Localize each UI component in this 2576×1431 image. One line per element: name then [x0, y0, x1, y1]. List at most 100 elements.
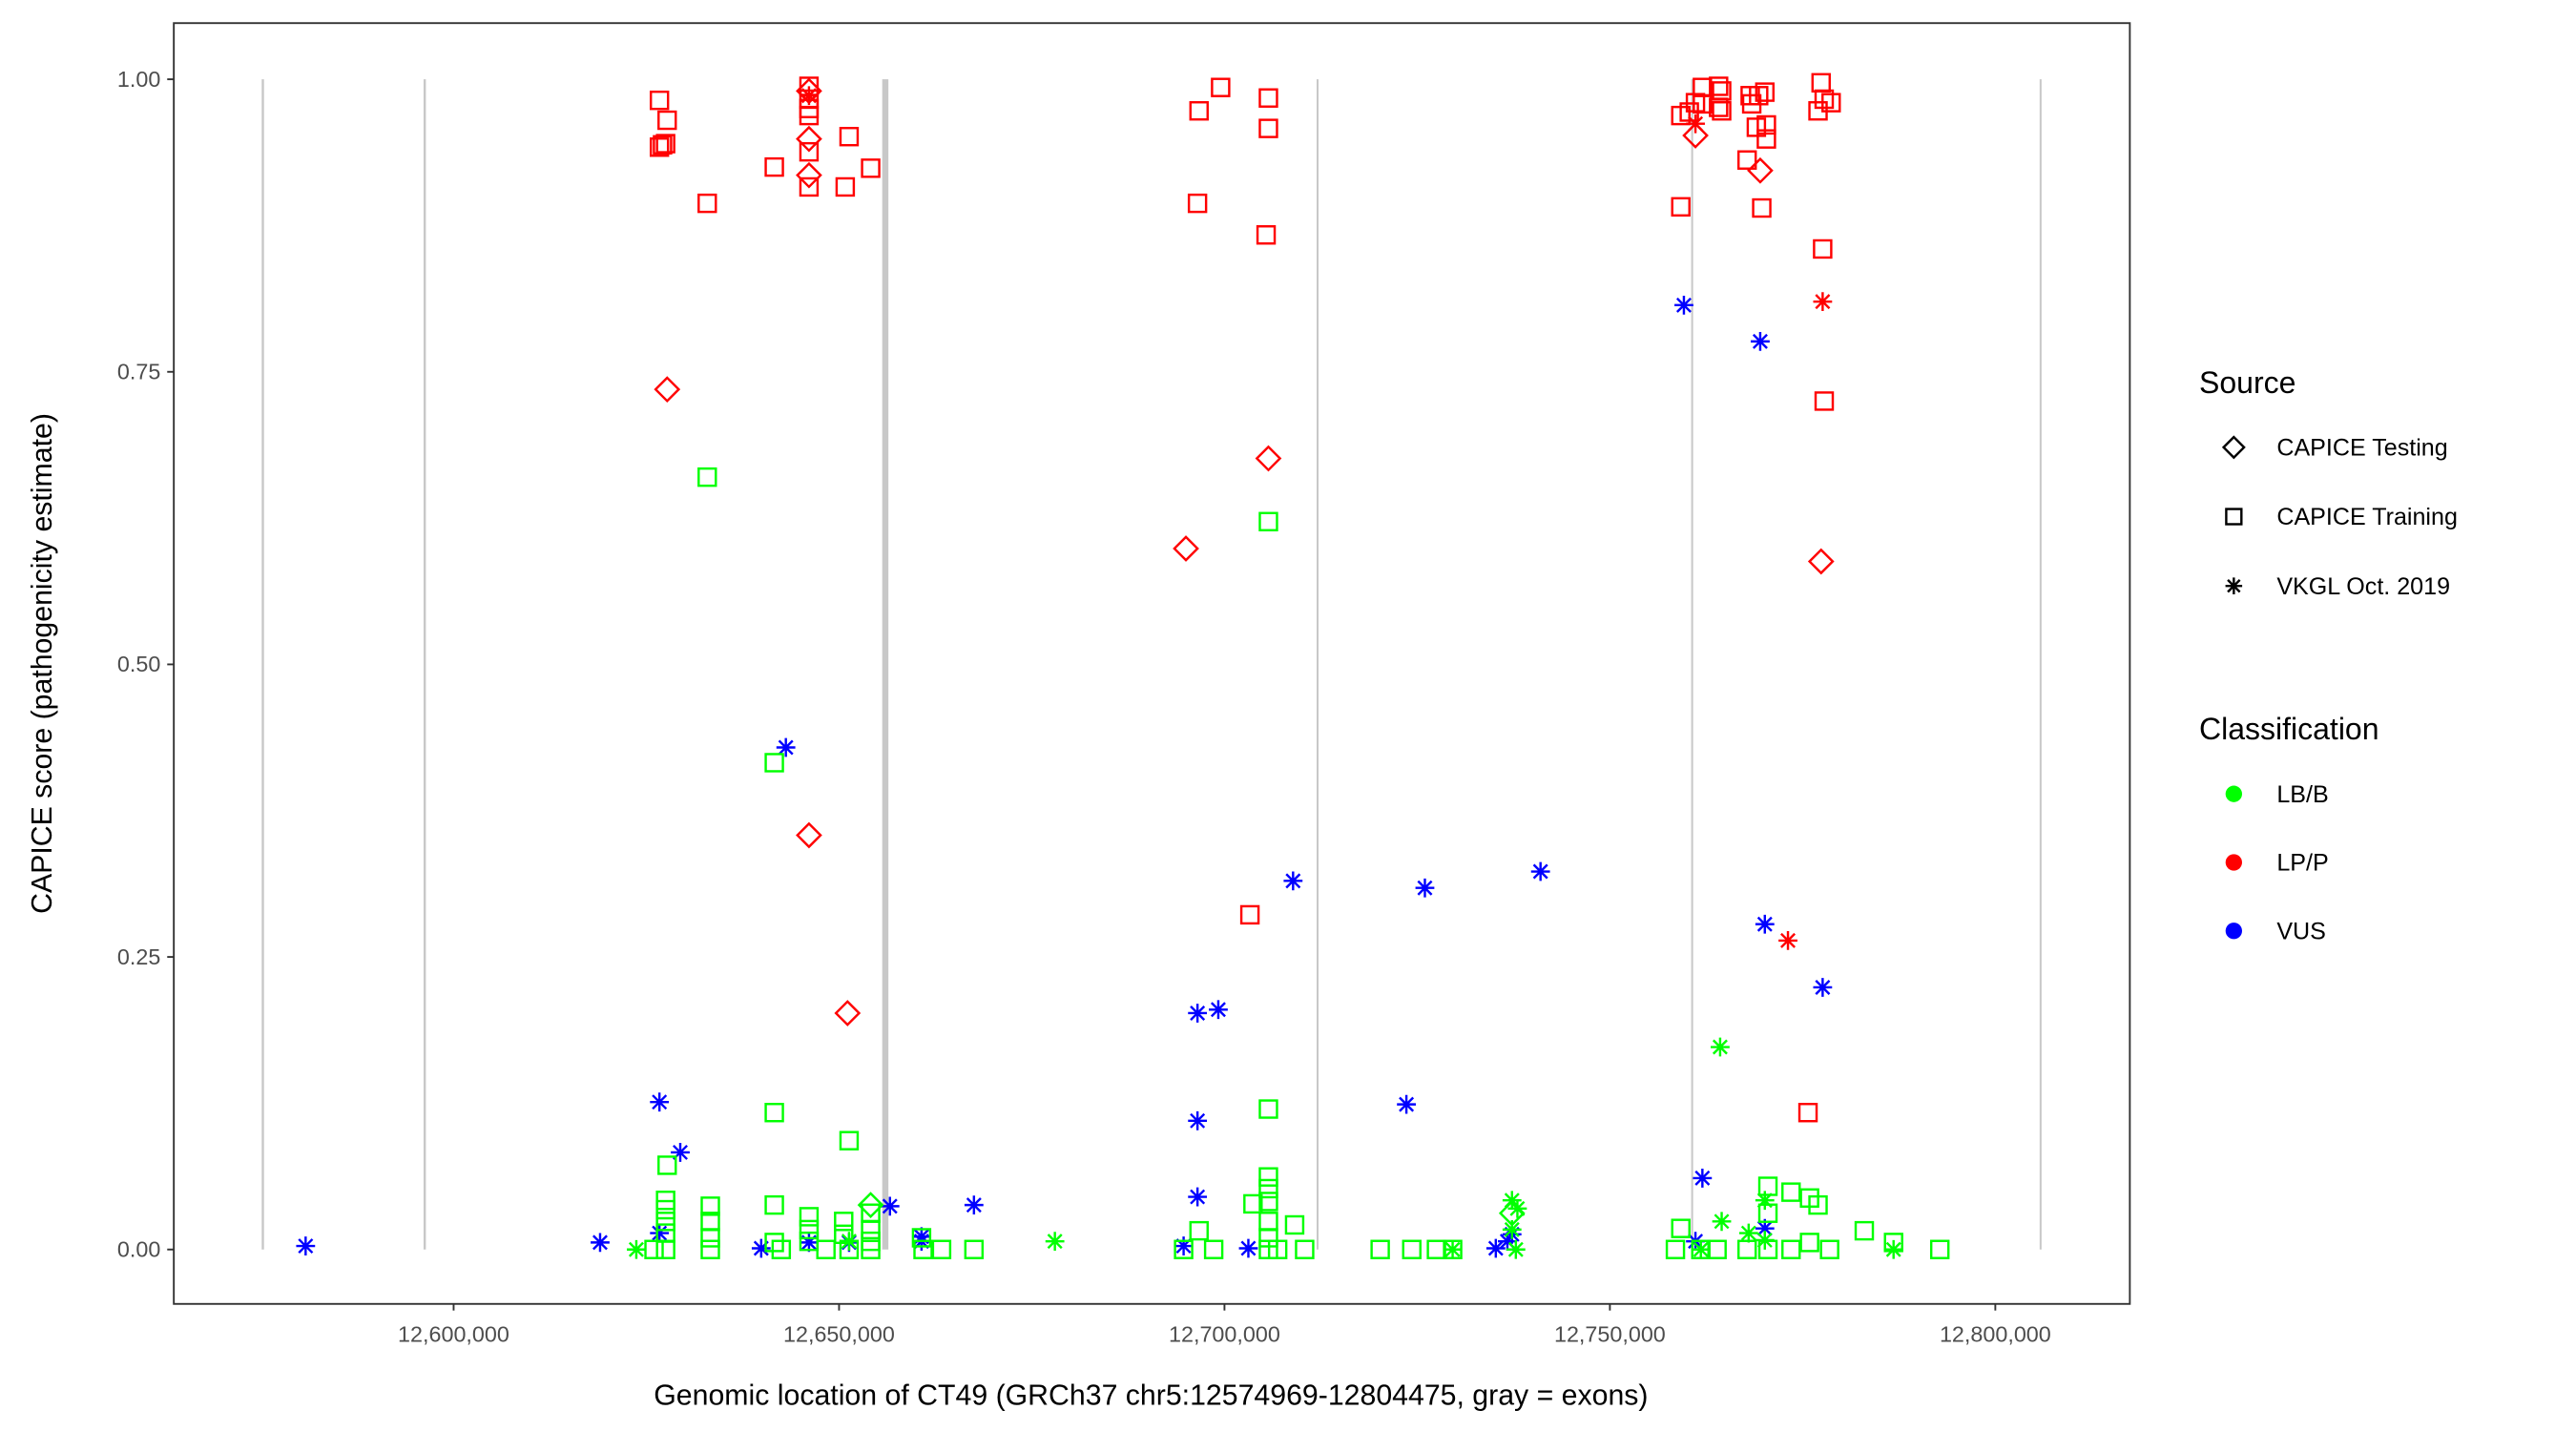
x-tick-label: 12,600,000: [398, 1322, 509, 1347]
point-square: [931, 1239, 952, 1259]
point-asterisk: [1738, 1223, 1758, 1243]
y-tick-label: 1.00: [117, 67, 160, 92]
point-square: [1712, 101, 1732, 121]
point-square: [861, 158, 881, 178]
point-square: [839, 126, 860, 147]
point-square: [816, 1239, 836, 1259]
point-asterisk: [800, 1233, 819, 1253]
y-tick-label: 0.75: [117, 360, 160, 384]
point-square: [861, 1239, 881, 1259]
point-square: [657, 1155, 677, 1175]
point-square: [1256, 225, 1277, 245]
point-square: [700, 1228, 720, 1248]
point-square: [913, 1239, 933, 1259]
x-axis-title: Genomic location of CT49 (GRCh37 chr5:12…: [654, 1379, 1648, 1411]
data-points: [296, 73, 1950, 1259]
exon-line: [423, 79, 426, 1250]
point-square: [1799, 1233, 1819, 1253]
point-asterisk: [650, 1092, 670, 1112]
point-square: [1709, 76, 1729, 96]
exon-line: [261, 79, 264, 1250]
legend-dot-icon: [2225, 785, 2242, 802]
point-square: [1854, 1220, 1875, 1241]
point-square: [1797, 1103, 1818, 1123]
point-square: [1755, 82, 1775, 102]
point-asterisk: [800, 86, 819, 106]
point-square: [799, 176, 820, 197]
legend-asterisk-icon: [2225, 577, 2243, 594]
legend-class-label: VUS: [2276, 918, 2326, 944]
point-asterisk: [1755, 1191, 1775, 1211]
point-square: [1258, 1167, 1278, 1187]
point-asterisk: [591, 1233, 610, 1253]
point-square: [1370, 1239, 1390, 1259]
point-asterisk: [1502, 1219, 1522, 1239]
point-asterisk: [1485, 1238, 1506, 1258]
point-square: [1665, 1239, 1686, 1259]
point-square: [1258, 88, 1278, 108]
point-square: [911, 1228, 932, 1248]
plot-background: [174, 23, 2130, 1304]
point-square: [1757, 1176, 1778, 1196]
point-square: [764, 1103, 784, 1123]
point-square: [697, 193, 717, 214]
point-asterisk: [840, 1232, 859, 1252]
point-square: [1746, 117, 1767, 137]
point-square: [655, 1239, 675, 1259]
point-diamond: [1255, 445, 1282, 472]
series-vkgl-lb-b: [627, 1037, 1903, 1259]
point-square: [1258, 511, 1278, 531]
x-axis-ticks: 12,600,000 12,650,000 12,700,000 12,750,000…: [398, 1303, 2051, 1347]
point-square: [1258, 1099, 1278, 1119]
point-square: [1189, 101, 1209, 121]
point-square: [964, 1239, 985, 1259]
legend-class-label: LP/P: [2276, 850, 2328, 877]
point-square: [1258, 1178, 1278, 1199]
point-asterisk: [1507, 1198, 1527, 1218]
point-asterisk: [1712, 1212, 1732, 1232]
point-square: [1258, 1192, 1278, 1212]
point-square: [1813, 238, 1833, 259]
legend-dot-icon: [2225, 854, 2242, 871]
point-asterisk: [1530, 861, 1550, 881]
point-asterisk: [1238, 1238, 1258, 1258]
point-square: [1174, 1239, 1194, 1259]
point-asterisk: [1686, 114, 1705, 134]
point-square: [1671, 197, 1691, 218]
point-square: [1239, 904, 1260, 925]
point-square: [764, 1194, 784, 1215]
point-diamond: [834, 1000, 862, 1027]
point-asterisk: [1209, 1000, 1228, 1020]
point-diamond: [857, 1192, 884, 1218]
point-square: [657, 110, 677, 131]
point-asterisk: [1883, 1239, 1903, 1259]
point-square: [655, 1212, 675, 1232]
point-square: [771, 1239, 792, 1259]
point-asterisk: [1283, 871, 1303, 891]
point-square: [799, 1207, 820, 1227]
point-square: [700, 1239, 720, 1259]
exon-line: [1316, 79, 1319, 1250]
point-square: [799, 141, 820, 162]
point-asterisk: [1188, 1187, 1208, 1207]
point-asterisk: [776, 737, 796, 757]
point-square: [764, 753, 784, 773]
x-tick-label: 12,650,000: [783, 1322, 895, 1347]
point-square: [1781, 1239, 1801, 1259]
point-square: [655, 1199, 675, 1220]
point-asterisk: [1045, 1232, 1065, 1252]
point-asterisk: [671, 1143, 690, 1162]
point-asterisk: [650, 1223, 670, 1243]
point-square: [1736, 1239, 1757, 1259]
point-square: [1685, 93, 1706, 113]
point-square: [1258, 1228, 1278, 1248]
series-training-lb-b: [644, 467, 1950, 1259]
legend: Source CAPICE Testing CAPICE Training VKGL…: [2199, 365, 2458, 945]
y-axis-ticks: 0.00 0.25 0.50 0.75 1.00: [117, 67, 175, 1262]
point-asterisk: [1711, 1037, 1730, 1057]
point-asterisk: [1755, 914, 1775, 934]
x-tick-label: 12,700,000: [1169, 1322, 1280, 1347]
point-asterisk: [1174, 1236, 1194, 1255]
point-square: [1671, 1218, 1691, 1238]
